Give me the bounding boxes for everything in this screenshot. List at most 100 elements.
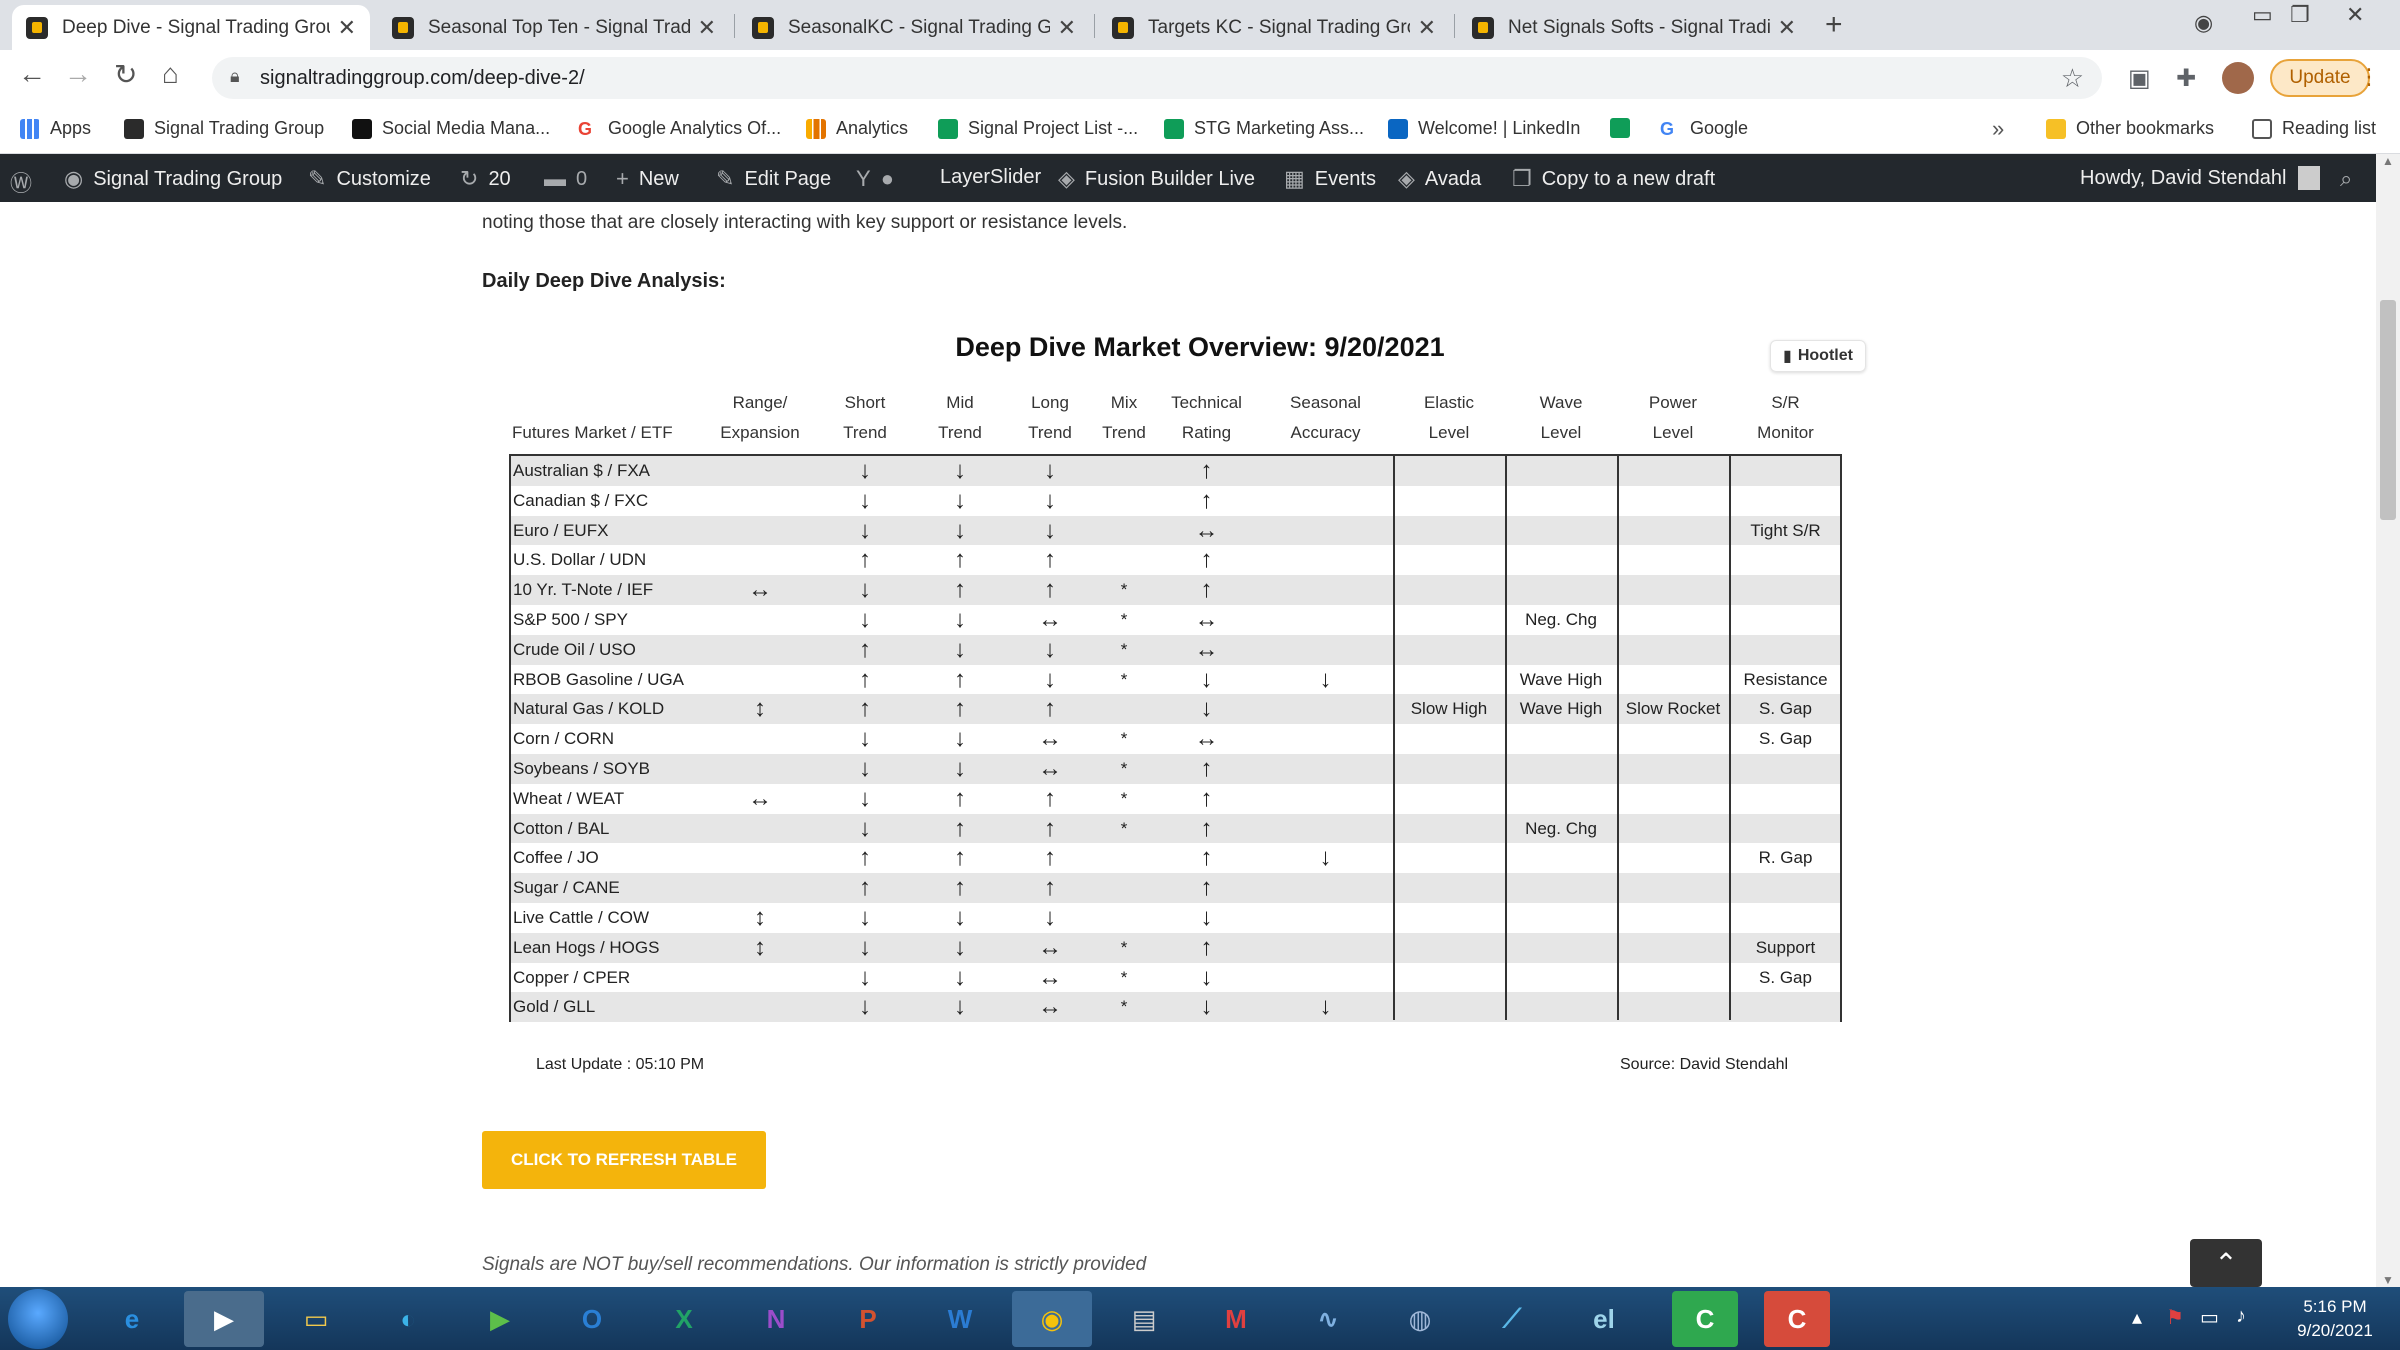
- home-icon[interactable]: ⌂: [162, 58, 179, 89]
- bookmark-social-media[interactable]: Social Media Mana...: [352, 118, 550, 139]
- new-tab-plus-icon[interactable]: +: [1825, 8, 1843, 41]
- cell-market: Copper / CPER: [513, 967, 631, 987]
- security-shield-icon[interactable]: ◍: [1408, 1303, 1432, 1334]
- scrollbar-thumb[interactable]: [2380, 300, 2396, 520]
- wp-avada[interactable]: ◈ Avada: [1398, 166, 1481, 192]
- cell-long-trend: ↓: [1044, 665, 1056, 693]
- bookmark-linkedin[interactable]: Welcome! | LinkedIn: [1388, 118, 1580, 139]
- bookmark-star-icon[interactable]: ☆: [2060, 63, 2084, 93]
- cell-mix-trend: [1093, 843, 1155, 873]
- scroll-down-arrow-icon[interactable]: ▼: [2382, 1273, 2394, 1287]
- tab-seasonal-top-ten[interactable]: Seasonal Top Ten - Signal Trading ✕: [378, 5, 730, 50]
- close-tab-icon[interactable]: ✕: [337, 14, 356, 40]
- wp-customize[interactable]: ✎ Customize: [308, 166, 431, 192]
- camtasia-red-icon[interactable]: C: [1764, 1291, 1830, 1347]
- wp-site-name[interactable]: ◉ Signal Trading Group: [64, 166, 282, 192]
- app-el-icon[interactable]: el: [1593, 1303, 1615, 1334]
- cell-long-trend: ↔: [1038, 963, 1062, 991]
- bookmark-stg-marketing[interactable]: STG Marketing Ass...: [1164, 118, 1364, 139]
- cell-sr-monitor: [1729, 575, 1842, 605]
- network-icon[interactable]: ▭: [2200, 1307, 2219, 1329]
- url-text[interactable]: signaltradinggroup.com/deep-dive-2/: [260, 67, 585, 89]
- refresh-table-button[interactable]: CLICK TO REFRESH TABLE: [482, 1131, 766, 1189]
- wp-search-icon[interactable]: ⌕: [2340, 166, 2353, 191]
- outlook-icon[interactable]: O: [581, 1303, 603, 1334]
- scroll-up-arrow-icon[interactable]: ▲: [2382, 154, 2394, 168]
- reading-list[interactable]: Reading list: [2252, 118, 2376, 139]
- cell-market: Soybeans / SOYB: [513, 759, 651, 778]
- wp-layerslider[interactable]: LayerSlider: [940, 166, 1041, 189]
- cell-range-expansion: [703, 814, 817, 844]
- chrome-icon[interactable]: ◉: [1012, 1291, 1092, 1347]
- edge-icon[interactable]: ◐: [400, 1303, 416, 1334]
- close-tab-icon[interactable]: ✕: [1417, 14, 1436, 40]
- media-player-icon[interactable]: ▶: [184, 1291, 264, 1347]
- volume-icon[interactable]: ♪: [2236, 1305, 2246, 1327]
- back-arrow-icon[interactable]: ←: [18, 58, 46, 89]
- hootlet-button[interactable]: ▮ Hootlet: [1770, 340, 1866, 372]
- wp-howdy[interactable]: Howdy, David Stendahl: [2080, 166, 2321, 190]
- close-tab-icon[interactable]: ✕: [697, 14, 716, 40]
- stock-chart-app-icon[interactable]: ∿: [1317, 1303, 1339, 1334]
- close-tab-icon[interactable]: ✕: [1777, 14, 1796, 40]
- mcafee-icon[interactable]: M: [1225, 1303, 1247, 1334]
- tab-search-icon[interactable]: ◉: [2194, 10, 2214, 35]
- action-center-flag-icon[interactable]: ⚑: [2166, 1307, 2184, 1329]
- extensions-puzzle-icon[interactable]: ✚: [2176, 65, 2197, 92]
- bookmark-signal-trading-group[interactable]: Signal Trading Group: [124, 118, 324, 139]
- excel-icon[interactable]: X: [675, 1303, 693, 1334]
- bookmark-analytics[interactable]: Analytics: [806, 118, 908, 139]
- bookmark-sheets[interactable]: [1610, 118, 1640, 138]
- word-icon[interactable]: W: [947, 1303, 973, 1334]
- system-clock[interactable]: 5:16 PM 9/20/2021: [2280, 1295, 2390, 1343]
- media-app-icon[interactable]: ▶: [490, 1303, 510, 1334]
- bookmark-signal-project-list[interactable]: Signal Project List -...: [938, 118, 1138, 139]
- wp-new[interactable]: + New: [616, 166, 679, 192]
- onenote-icon[interactable]: N: [766, 1303, 786, 1334]
- more-bookmarks-chevron-icon[interactable]: »: [1992, 116, 2005, 141]
- tray-overflow-icon[interactable]: ▴: [2132, 1307, 2143, 1329]
- devices-icon[interactable]: ▤: [1131, 1303, 1157, 1334]
- close-window-icon[interactable]: ✕: [2346, 2, 2365, 27]
- start-button-icon[interactable]: [8, 1289, 68, 1349]
- bookmark-google-analytics[interactable]: G Google Analytics Of...: [578, 118, 781, 139]
- scroll-to-top-chevron-icon[interactable]: ⌃: [2190, 1239, 2262, 1287]
- forward-arrow-icon[interactable]: →: [64, 58, 92, 89]
- file-explorer-icon[interactable]: ▭: [303, 1303, 329, 1334]
- camtasia-green-icon[interactable]: C: [1672, 1291, 1738, 1347]
- bookmark-other[interactable]: Other bookmarks: [2046, 118, 2214, 139]
- wordpress-logo-icon[interactable]: Ⓦ: [10, 171, 33, 196]
- chrome-menu-kebab-icon[interactable]: ⋮: [2358, 64, 2380, 89]
- address-bar[interactable]: 🔒︎ signaltradinggroup.com/deep-dive-2/ ☆: [212, 57, 2102, 99]
- bookmark-apps[interactable]: Apps: [20, 118, 91, 139]
- wp-updates[interactable]: ↻ 20: [460, 166, 511, 192]
- profile-avatar[interactable]: [2222, 62, 2254, 94]
- wp-yoast[interactable]: Y ●: [856, 166, 904, 192]
- wp-copy-draft[interactable]: ❐ Copy to a new draft: [1512, 166, 1715, 192]
- page-scrollbar[interactable]: ▲ ▼: [2376, 154, 2400, 1287]
- wp-events[interactable]: ▦ Events: [1284, 166, 1376, 192]
- wp-edit-page[interactable]: ✎ Edit Page: [716, 166, 831, 192]
- update-button[interactable]: Update: [2270, 59, 2370, 97]
- internet-explorer-icon[interactable]: e: [124, 1303, 140, 1334]
- comment-icon: ▬: [544, 166, 566, 191]
- tab-deep-dive[interactable]: Deep Dive - Signal Trading Group ✕: [12, 5, 370, 50]
- bookmark-google[interactable]: G Google: [1660, 118, 1748, 139]
- wp-fusion-builder[interactable]: ◈ Fusion Builder Live: [1058, 166, 1255, 192]
- tab-targets-kc[interactable]: Targets KC - Signal Trading Group ✕: [1098, 5, 1450, 50]
- column-header-power-level: Power Level: [1617, 388, 1729, 448]
- tab-seasonalkc[interactable]: SeasonalKC - Signal Trading Group ✕: [738, 5, 1090, 50]
- tab-net-signals-softs[interactable]: Net Signals Softs - Signal Trading ✕: [1458, 5, 1810, 50]
- wp-comments[interactable]: ▬ 0: [544, 166, 587, 192]
- cell-range-expansion: [703, 545, 817, 575]
- minimize-icon[interactable]: ▭: [2252, 2, 2273, 27]
- reload-icon[interactable]: ↻: [114, 59, 138, 90]
- powerpoint-icon[interactable]: P: [859, 1303, 877, 1334]
- close-tab-icon[interactable]: ✕: [1057, 14, 1076, 40]
- tradestation-icon[interactable]: ⟋: [1502, 1303, 1522, 1333]
- cell-mix-trend: *: [1120, 729, 1128, 749]
- cell-mid-trend: ↑: [954, 844, 966, 872]
- cell-long-trend: ↓: [1044, 904, 1056, 931]
- cast-icon[interactable]: ▣: [2128, 65, 2151, 92]
- restore-icon[interactable]: ❐: [2290, 2, 2310, 27]
